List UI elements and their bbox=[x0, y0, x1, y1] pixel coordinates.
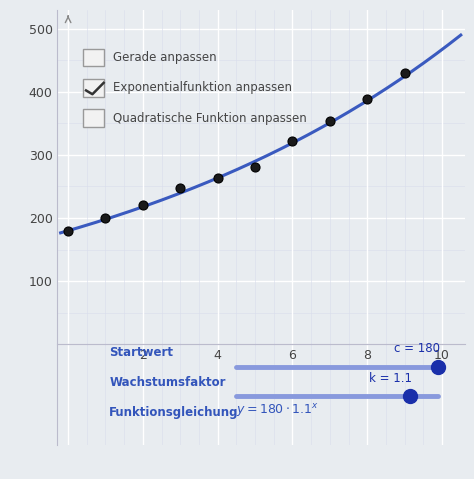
FancyBboxPatch shape bbox=[83, 79, 104, 97]
Text: Startwert: Startwert bbox=[109, 346, 173, 359]
Text: c = 180: c = 180 bbox=[394, 342, 440, 355]
Text: Quadratische Funktion anpassen: Quadratische Funktion anpassen bbox=[113, 112, 307, 125]
Text: $y = 180 \cdot 1.1^x$: $y = 180 \cdot 1.1^x$ bbox=[237, 402, 319, 419]
Text: k = 1.1: k = 1.1 bbox=[369, 372, 412, 385]
FancyBboxPatch shape bbox=[83, 109, 104, 127]
FancyBboxPatch shape bbox=[83, 49, 104, 67]
Text: Wachstumsfaktor: Wachstumsfaktor bbox=[109, 376, 226, 388]
Text: Gerade anpassen: Gerade anpassen bbox=[113, 51, 217, 64]
Text: Funktionsgleichung: Funktionsgleichung bbox=[109, 406, 239, 419]
Text: Exponentialfunktion anpassen: Exponentialfunktion anpassen bbox=[113, 81, 292, 94]
